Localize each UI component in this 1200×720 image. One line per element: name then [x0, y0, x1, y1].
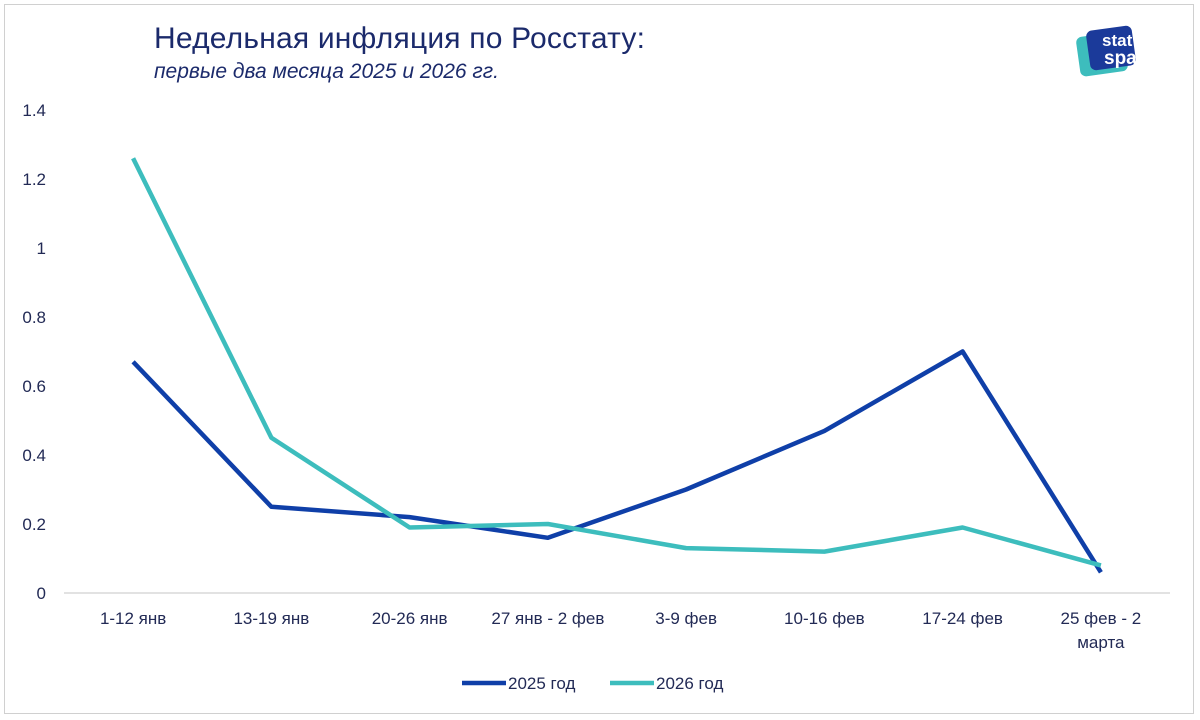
series-lines: [131, 157, 1103, 574]
chart-frame: [4, 4, 1194, 714]
x-tick-label: 10-16 фев: [784, 609, 865, 628]
chart-title: Недельная инфляция по Росстату:: [154, 22, 646, 55]
y-tick-label: 0.4: [22, 446, 46, 465]
y-tick-label: 0.8: [22, 308, 46, 327]
y-tick-label: 0.6: [22, 377, 46, 396]
series-line-1: [131, 349, 1103, 574]
y-tick-label: 1.4: [22, 101, 46, 120]
statspace-logo: stat space: [1076, 25, 1158, 77]
logo-text-line1: stat: [1102, 31, 1133, 50]
logo-text-line2: space: [1104, 48, 1158, 69]
legend-label: 2026 год: [656, 674, 723, 693]
y-tick-label: 1.2: [22, 170, 46, 189]
x-tick-label: 17-24 фев: [922, 609, 1003, 628]
x-tick-label: 27 янв - 2 фев: [491, 609, 604, 628]
y-tick-label: 1: [37, 239, 46, 258]
x-tick-label: 13-19 янв: [233, 609, 309, 628]
x-tick-label: 3-9 фев: [655, 609, 717, 628]
legend: 2025 год 2026 год: [462, 674, 723, 693]
series-line-2: [131, 157, 1102, 568]
x-tick-label: 25 фев - 2 марта: [1061, 609, 1142, 652]
legend-label: 2025 год: [508, 674, 575, 693]
y-tick-label: 0.2: [22, 515, 46, 534]
chart-subtitle: первые два месяца 2025 и 2026 гг.: [154, 60, 499, 83]
x-tick-label: 20-26 янв: [372, 609, 448, 628]
y-tick-label: 0: [37, 584, 46, 603]
x-axis-labels: 1-12 янв 13-19 янв 20-26 янв 27 янв - 2 фев…: [100, 609, 1141, 652]
x-tick-label: 1-12 янв: [100, 609, 166, 628]
y-axis-labels: 0 0.2 0.4 0.6 0.8 1 1.2 1.4: [22, 101, 46, 603]
